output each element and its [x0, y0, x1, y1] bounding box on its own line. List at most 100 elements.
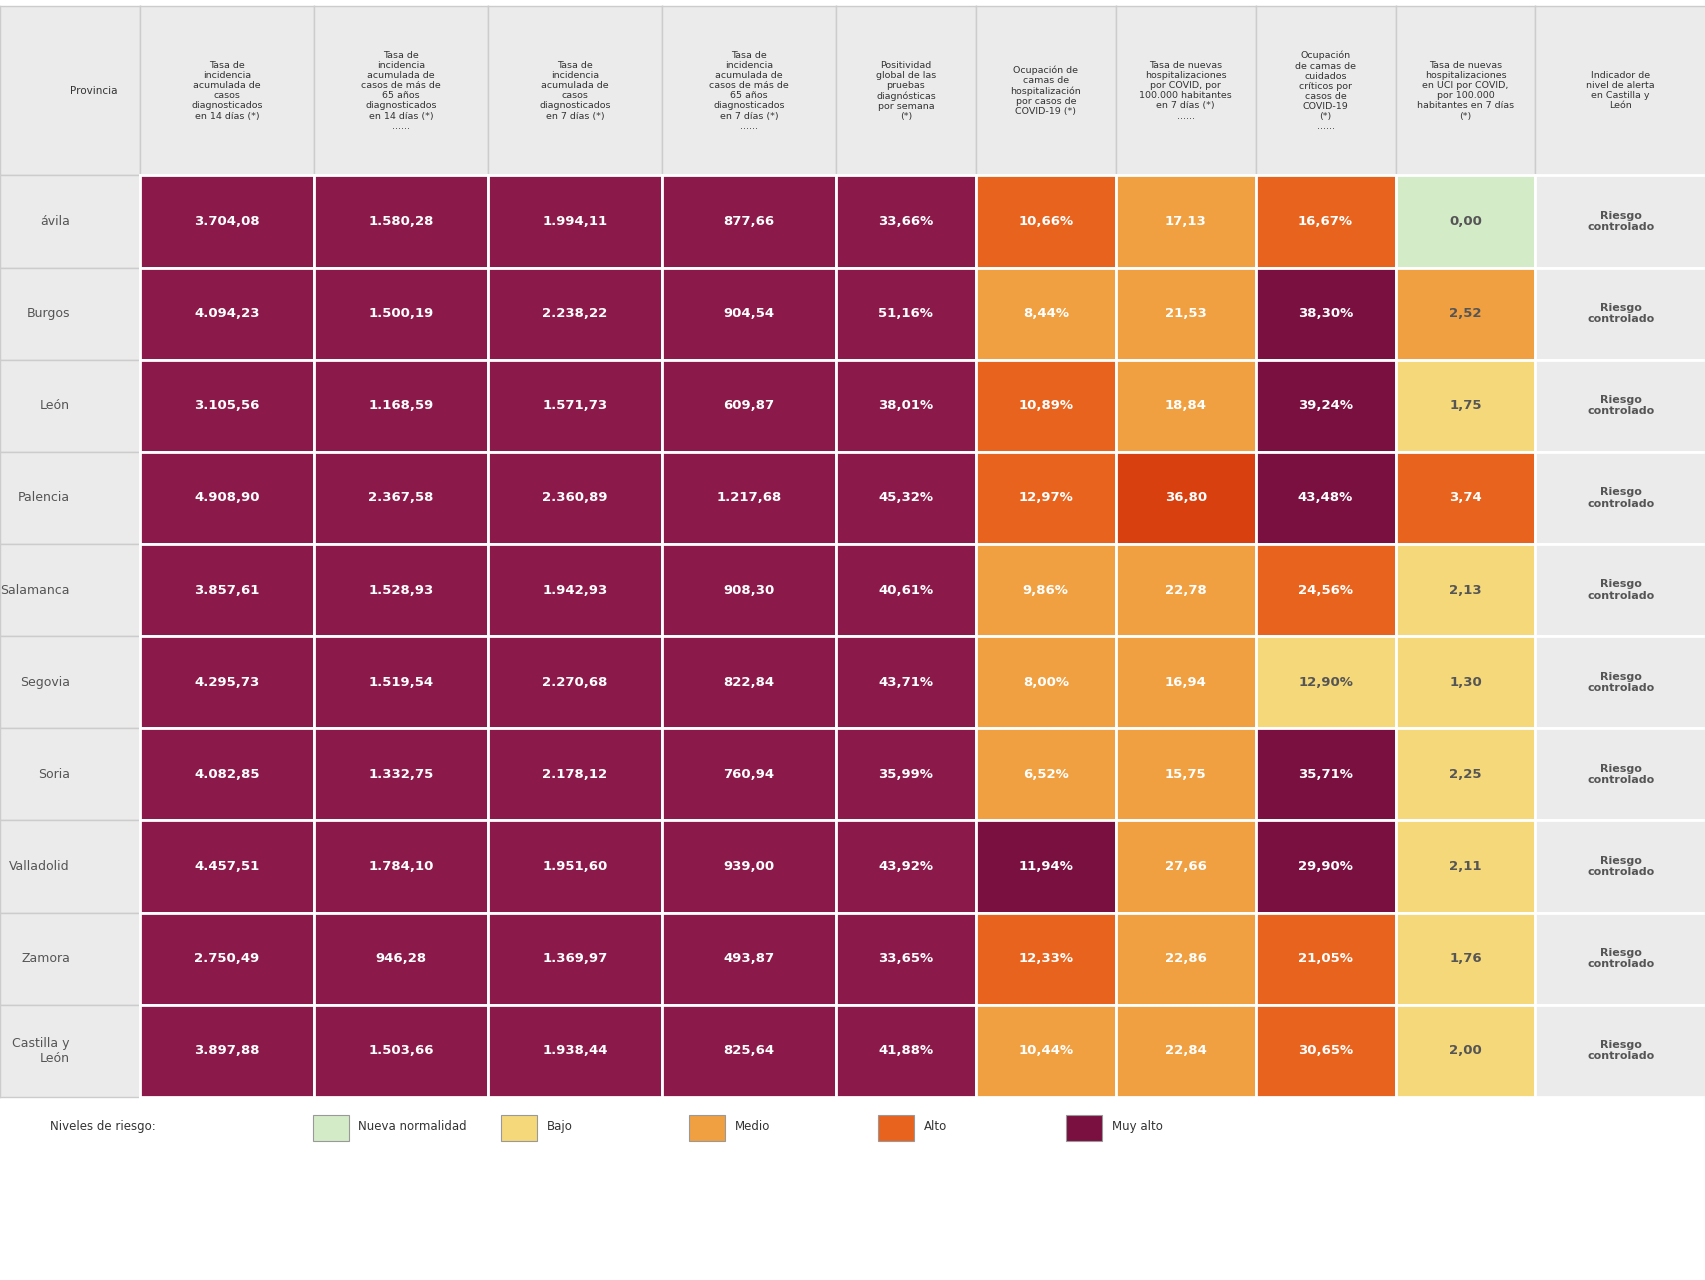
Text: 30,65%: 30,65% [1298, 1044, 1352, 1057]
Text: 2,52: 2,52 [1448, 307, 1482, 320]
Text: 1,75: 1,75 [1448, 399, 1482, 412]
Text: 12,97%: 12,97% [1018, 492, 1072, 504]
Text: 1.938,44: 1.938,44 [542, 1044, 607, 1057]
Text: 2.178,12: 2.178,12 [542, 768, 607, 781]
Text: 1.503,66: 1.503,66 [368, 1044, 433, 1057]
Text: Ocupación de
camas de
hospitalización
por casos de
COVID-19 (*): Ocupación de camas de hospitalización po… [1009, 65, 1081, 116]
Text: 904,54: 904,54 [723, 307, 774, 320]
Text: 2.367,58: 2.367,58 [368, 492, 433, 504]
Text: 2.360,89: 2.360,89 [542, 492, 607, 504]
Text: 51,16%: 51,16% [878, 307, 933, 320]
Text: 16,94: 16,94 [1165, 676, 1205, 689]
Text: 21,53: 21,53 [1165, 307, 1205, 320]
Text: 22,78: 22,78 [1165, 584, 1205, 596]
Text: Valladolid: Valladolid [9, 860, 70, 873]
Text: 3.704,08: 3.704,08 [194, 215, 259, 228]
Text: 1,30: 1,30 [1448, 676, 1482, 689]
Text: 825,64: 825,64 [723, 1044, 774, 1057]
Text: 2.238,22: 2.238,22 [542, 307, 607, 320]
Text: 10,66%: 10,66% [1018, 215, 1072, 228]
Text: 3.897,88: 3.897,88 [194, 1044, 259, 1057]
FancyBboxPatch shape [501, 1115, 537, 1142]
Text: 8,44%: 8,44% [1023, 307, 1067, 320]
Text: 1.500,19: 1.500,19 [368, 307, 433, 320]
Text: 43,71%: 43,71% [878, 676, 933, 689]
Text: 1.580,28: 1.580,28 [368, 215, 433, 228]
Text: Riesgo
controlado: Riesgo controlado [1586, 303, 1654, 324]
Text: Riesgo
controlado: Riesgo controlado [1586, 396, 1654, 416]
Text: 45,32%: 45,32% [878, 492, 933, 504]
Text: Bajo: Bajo [546, 1120, 573, 1133]
Text: 36,80: 36,80 [1165, 492, 1205, 504]
Text: 16,67%: 16,67% [1298, 215, 1352, 228]
Text: 822,84: 822,84 [723, 676, 774, 689]
Text: 4.908,90: 4.908,90 [194, 492, 259, 504]
Text: Muy alto: Muy alto [1112, 1120, 1163, 1133]
Text: Ocupación
de camas de
cuidados
críticos por
casos de
COVID-19
(*)
......: Ocupación de camas de cuidados críticos … [1294, 51, 1355, 131]
Text: 4.457,51: 4.457,51 [194, 860, 259, 873]
Text: Alto: Alto [922, 1120, 946, 1133]
Text: Riesgo
controlado: Riesgo controlado [1586, 488, 1654, 508]
Text: 18,84: 18,84 [1165, 399, 1205, 412]
Text: Tasa de
incidencia
acumulada de
casos
diagnosticados
en 14 días (*): Tasa de incidencia acumulada de casos di… [191, 61, 263, 120]
Text: 27,66: 27,66 [1165, 860, 1205, 873]
Text: León: León [39, 399, 70, 412]
Text: 43,92%: 43,92% [878, 860, 933, 873]
Text: 12,90%: 12,90% [1298, 676, 1352, 689]
Text: 2,25: 2,25 [1448, 768, 1482, 781]
Text: Niveles de riesgo:: Niveles de riesgo: [51, 1120, 157, 1133]
Text: 6,52%: 6,52% [1023, 768, 1067, 781]
Text: 946,28: 946,28 [375, 952, 426, 965]
Text: 1.951,60: 1.951,60 [542, 860, 607, 873]
Text: 1.369,97: 1.369,97 [542, 952, 607, 965]
FancyBboxPatch shape [312, 1115, 348, 1142]
Text: 4.295,73: 4.295,73 [194, 676, 259, 689]
Text: 2.270,68: 2.270,68 [542, 676, 607, 689]
Text: 1.571,73: 1.571,73 [542, 399, 607, 412]
Text: 3.105,56: 3.105,56 [194, 399, 259, 412]
Text: 33,66%: 33,66% [878, 215, 933, 228]
Text: 12,33%: 12,33% [1018, 952, 1072, 965]
Text: Tasa de
incidencia
acumulada de
casos de más de
65 años
diagnosticados
en 7 días: Tasa de incidencia acumulada de casos de… [709, 51, 788, 131]
Text: 877,66: 877,66 [723, 215, 774, 228]
Text: 38,01%: 38,01% [878, 399, 933, 412]
Text: 1.168,59: 1.168,59 [368, 399, 433, 412]
Text: 8,00%: 8,00% [1023, 676, 1067, 689]
Text: 4.094,23: 4.094,23 [194, 307, 259, 320]
Text: 40,61%: 40,61% [878, 584, 933, 596]
Text: 9,86%: 9,86% [1023, 584, 1067, 596]
Text: Provincia: Provincia [70, 86, 118, 96]
Text: 3,74: 3,74 [1448, 492, 1482, 504]
Text: Castilla y
León: Castilla y León [12, 1037, 70, 1065]
Text: 43,48%: 43,48% [1298, 492, 1352, 504]
FancyBboxPatch shape [1066, 1115, 1101, 1142]
Text: ávila: ávila [39, 215, 70, 228]
Text: Riesgo
controlado: Riesgo controlado [1586, 1041, 1654, 1061]
Text: 2,00: 2,00 [1448, 1044, 1482, 1057]
Text: 760,94: 760,94 [723, 768, 774, 781]
FancyBboxPatch shape [876, 1115, 914, 1142]
Text: 1.994,11: 1.994,11 [542, 215, 607, 228]
Text: Segovia: Segovia [20, 676, 70, 689]
Text: 0,00: 0,00 [1448, 215, 1482, 228]
Text: 1.332,75: 1.332,75 [368, 768, 433, 781]
Text: Indicador de
nivel de alerta
en Castilla y
León: Indicador de nivel de alerta en Castilla… [1586, 72, 1654, 110]
Text: 21,05%: 21,05% [1298, 952, 1352, 965]
Text: Riesgo
controlado: Riesgo controlado [1586, 948, 1654, 969]
Text: 35,99%: 35,99% [878, 768, 933, 781]
Text: 939,00: 939,00 [723, 860, 774, 873]
Text: 38,30%: 38,30% [1298, 307, 1352, 320]
Text: Salamanca: Salamanca [0, 584, 70, 596]
Text: 3.857,61: 3.857,61 [194, 584, 259, 596]
Text: Riesgo
controlado: Riesgo controlado [1586, 672, 1654, 692]
Text: 4.082,85: 4.082,85 [194, 768, 259, 781]
Text: 15,75: 15,75 [1165, 768, 1205, 781]
Text: 1.942,93: 1.942,93 [542, 584, 607, 596]
Text: Medio: Medio [735, 1120, 771, 1133]
Text: 35,71%: 35,71% [1298, 768, 1352, 781]
Text: 24,56%: 24,56% [1298, 584, 1352, 596]
Text: 41,88%: 41,88% [878, 1044, 933, 1057]
Text: Tasa de
incidencia
acumulada de
casos de más de
65 años
diagnosticados
en 14 día: Tasa de incidencia acumulada de casos de… [361, 51, 440, 131]
Text: 1.519,54: 1.519,54 [368, 676, 433, 689]
Text: 1,76: 1,76 [1448, 952, 1482, 965]
